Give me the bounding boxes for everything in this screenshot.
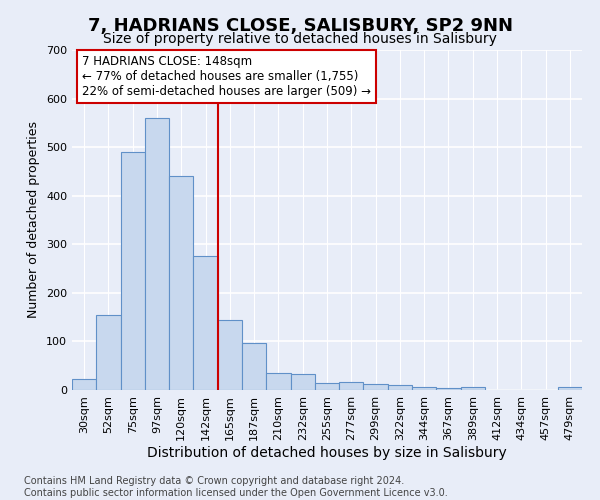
Bar: [436, 388, 461, 390]
Text: Contains HM Land Registry data © Crown copyright and database right 2024.
Contai: Contains HM Land Registry data © Crown c…: [24, 476, 448, 498]
Text: 7 HADRIANS CLOSE: 148sqm
← 77% of detached houses are smaller (1,755)
22% of sem: 7 HADRIANS CLOSE: 148sqm ← 77% of detach…: [82, 55, 371, 98]
Bar: [461, 387, 485, 390]
Bar: [339, 382, 364, 390]
Bar: [315, 382, 339, 390]
X-axis label: Distribution of detached houses by size in Salisbury: Distribution of detached houses by size …: [147, 446, 507, 460]
Y-axis label: Number of detached properties: Number of detached properties: [28, 122, 40, 318]
Text: Size of property relative to detached houses in Salisbury: Size of property relative to detached ho…: [103, 32, 497, 46]
Bar: [364, 384, 388, 390]
Bar: [218, 320, 242, 390]
Text: 7, HADRIANS CLOSE, SALISBURY, SP2 9NN: 7, HADRIANS CLOSE, SALISBURY, SP2 9NN: [88, 18, 512, 36]
Bar: [169, 176, 193, 390]
Bar: [145, 118, 169, 390]
Bar: [121, 152, 145, 390]
Bar: [266, 373, 290, 390]
Bar: [412, 386, 436, 390]
Bar: [242, 343, 266, 390]
Bar: [96, 314, 121, 390]
Bar: [388, 384, 412, 390]
Bar: [290, 374, 315, 390]
Bar: [193, 256, 218, 390]
Bar: [72, 380, 96, 390]
Bar: [558, 387, 582, 390]
